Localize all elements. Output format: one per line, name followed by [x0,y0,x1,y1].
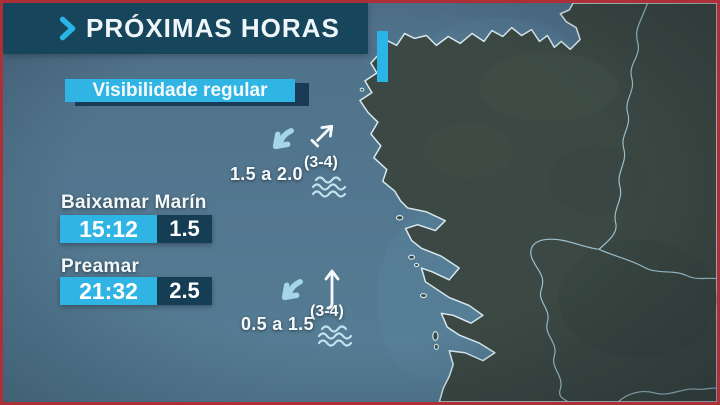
islands [359,87,439,350]
swell-arrow-northeast-icon [310,124,334,148]
low-tide-row: 15:12 1.5 [60,215,212,243]
wave-height-range-south: 0.5 a 1.5 [241,314,314,334]
waves-icon [317,325,353,347]
high-tide-height: 2.5 [157,277,212,305]
inland-borders-rivers [530,3,717,402]
chevron-right-icon [59,16,76,41]
low-tide-label: Baixamar Marín [61,192,207,213]
waves-icon [311,176,347,198]
high-tide-row: 21:32 2.5 [60,277,212,305]
visibility-banner: Visibilidade regular [65,79,295,102]
high-tide-label: Preamar [61,256,140,277]
low-tide-height: 1.5 [157,215,212,243]
terrain-shading [424,52,717,358]
galicia-coast-map [3,3,717,402]
wind-arrow-southeast-icon [272,128,294,150]
high-tide-time: 21:32 [60,277,157,305]
header-bar: PRÓXIMAS HORAS [3,3,368,54]
header-accent-strip [377,31,388,82]
page-title: PRÓXIMAS HORAS [86,13,340,43]
sea-report-north: (3-4) 1.5 a 2.0 [230,112,362,210]
sea-state-value-south: (3-4) [310,303,344,320]
low-tide-time: 15:12 [60,215,157,243]
swell-arrow-north-icon [324,269,340,310]
sea-state-value-north: (3-4) [304,154,338,171]
wind-arrow-southeast-icon [281,279,303,301]
visibility-text: Visibilidade regular [92,80,268,101]
wave-height-range-north: 1.5 a 2.0 [230,164,303,184]
sea-report-south: (3-4) 0.5 a 1.5 [238,263,370,361]
